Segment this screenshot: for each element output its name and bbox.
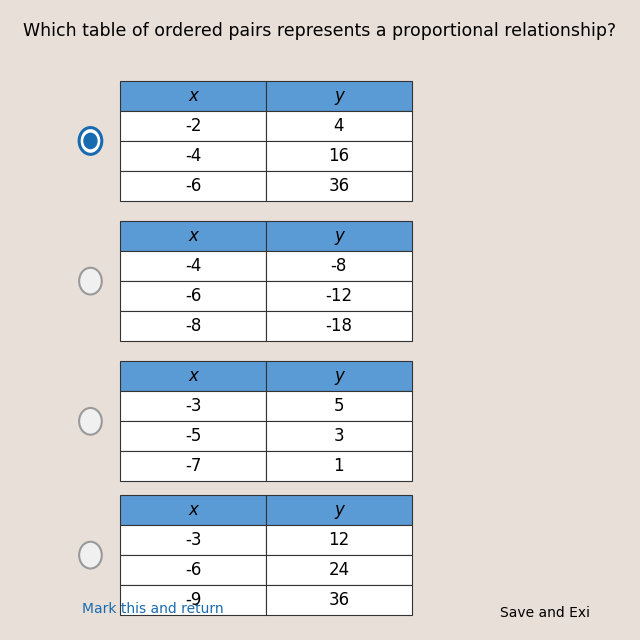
Bar xyxy=(120,281,266,311)
Bar xyxy=(266,311,412,341)
Bar xyxy=(120,495,266,525)
Text: x: x xyxy=(188,227,198,245)
Text: y: y xyxy=(334,501,344,519)
Circle shape xyxy=(79,268,102,294)
Text: -8: -8 xyxy=(331,257,347,275)
Text: y: y xyxy=(334,367,344,385)
Text: 16: 16 xyxy=(328,147,349,165)
Circle shape xyxy=(79,408,102,435)
Text: -2: -2 xyxy=(185,117,202,135)
Bar xyxy=(266,495,412,525)
Circle shape xyxy=(84,133,97,148)
Bar xyxy=(266,171,412,201)
Text: -8: -8 xyxy=(185,317,201,335)
Bar xyxy=(266,451,412,481)
Text: 12: 12 xyxy=(328,531,349,549)
Bar xyxy=(266,421,412,451)
Bar xyxy=(266,555,412,585)
Bar xyxy=(120,81,266,111)
Text: -3: -3 xyxy=(185,397,202,415)
Text: 3: 3 xyxy=(333,428,344,445)
Text: 36: 36 xyxy=(328,591,349,609)
Bar xyxy=(266,392,412,421)
Bar xyxy=(120,421,266,451)
Bar xyxy=(266,362,412,392)
Bar xyxy=(266,141,412,171)
Text: -6: -6 xyxy=(185,287,201,305)
Text: -3: -3 xyxy=(185,531,202,549)
Text: -4: -4 xyxy=(185,257,201,275)
Bar xyxy=(120,111,266,141)
Bar xyxy=(120,392,266,421)
Text: -12: -12 xyxy=(325,287,353,305)
Bar xyxy=(266,251,412,281)
Bar xyxy=(266,81,412,111)
Text: -9: -9 xyxy=(185,591,201,609)
Text: 36: 36 xyxy=(328,177,349,195)
Text: Mark this and return: Mark this and return xyxy=(83,602,224,616)
Bar xyxy=(120,251,266,281)
Bar xyxy=(266,221,412,251)
Bar xyxy=(120,221,266,251)
Text: y: y xyxy=(334,87,344,105)
Text: Which table of ordered pairs represents a proportional relationship?: Which table of ordered pairs represents … xyxy=(24,22,616,40)
Text: -6: -6 xyxy=(185,561,201,579)
Text: -7: -7 xyxy=(185,457,201,476)
Bar xyxy=(266,111,412,141)
Bar xyxy=(266,585,412,615)
Text: x: x xyxy=(188,87,198,105)
Bar xyxy=(120,525,266,555)
Bar xyxy=(120,555,266,585)
Text: 4: 4 xyxy=(333,117,344,135)
Text: 24: 24 xyxy=(328,561,349,579)
Text: -5: -5 xyxy=(185,428,201,445)
Text: -6: -6 xyxy=(185,177,201,195)
Bar xyxy=(266,281,412,311)
Text: -18: -18 xyxy=(325,317,353,335)
Text: 1: 1 xyxy=(333,457,344,476)
Bar xyxy=(120,362,266,392)
Bar xyxy=(120,171,266,201)
Bar xyxy=(120,451,266,481)
Circle shape xyxy=(79,127,102,154)
Text: 5: 5 xyxy=(333,397,344,415)
Text: -4: -4 xyxy=(185,147,201,165)
Text: y: y xyxy=(334,227,344,245)
Bar xyxy=(266,525,412,555)
Bar xyxy=(120,311,266,341)
Text: x: x xyxy=(188,501,198,519)
Bar xyxy=(120,141,266,171)
Text: x: x xyxy=(188,367,198,385)
Circle shape xyxy=(79,541,102,568)
Bar xyxy=(120,585,266,615)
